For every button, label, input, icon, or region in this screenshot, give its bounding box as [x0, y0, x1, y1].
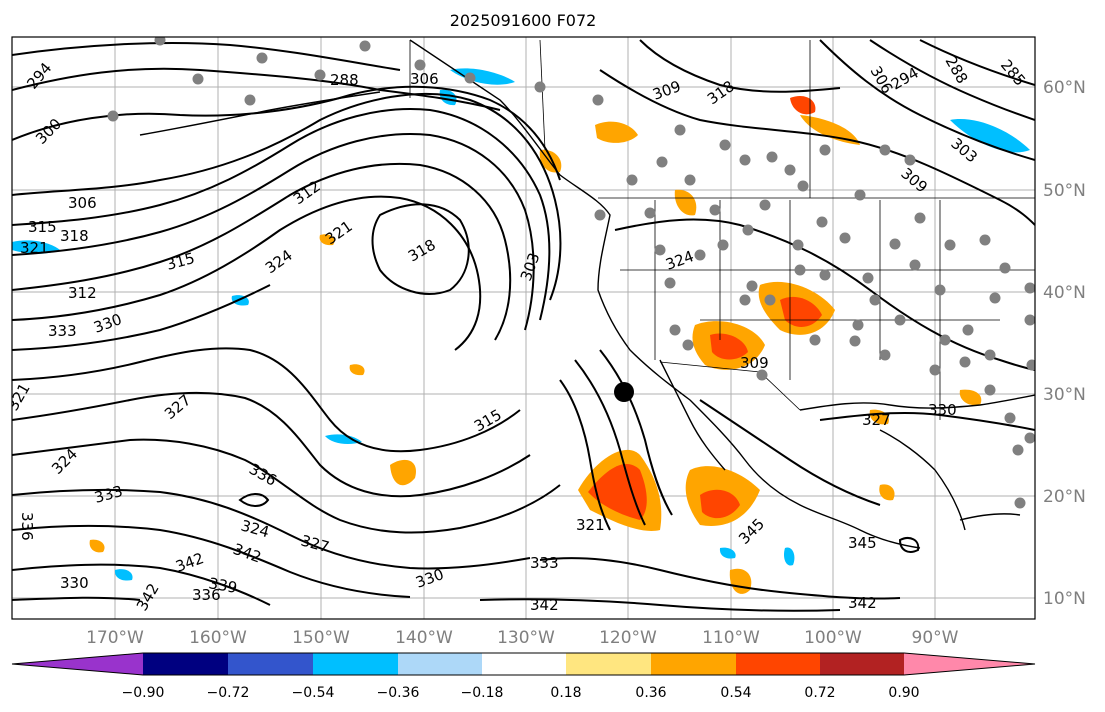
contour-label: 327	[862, 411, 891, 429]
station-dots	[107, 37, 1035, 509]
colorbar-tick-label: −0.54	[292, 685, 335, 701]
lat-tick-label: 30°N	[1043, 385, 1086, 405]
colorbar-tick-label: 0.18	[550, 685, 581, 701]
contour-label: 339	[207, 574, 238, 597]
contour-label: 330	[928, 401, 957, 419]
political-borders	[409, 39, 1035, 420]
lon-tick-label: 150°W	[292, 628, 350, 648]
lon-tick-label: 90°W	[912, 628, 959, 648]
contour-label: 336	[192, 586, 221, 604]
latitude-axis: 60°N 50°N 40°N 30°N 20°N 10°N	[1043, 78, 1086, 609]
contour-label: 288	[330, 71, 359, 89]
contour-label: 321	[576, 516, 605, 534]
contour-label: 336	[18, 512, 36, 541]
lon-tick-label: 140°W	[395, 628, 453, 648]
colorbar-tick-label: 0.36	[635, 685, 666, 701]
colorbar-extend-high	[904, 653, 1035, 675]
colorbar-tick-label: 0.54	[720, 685, 751, 701]
lon-tick-label: 100°W	[804, 628, 862, 648]
colorbar-tick-label: −0.72	[207, 685, 250, 701]
map-frame	[11, 36, 1036, 620]
colorbar-swatch	[228, 653, 313, 675]
contour-label: 333	[530, 554, 559, 572]
contour-label: 321	[20, 239, 49, 257]
contour-label: 333	[48, 322, 77, 340]
colorbar-swatch	[651, 653, 736, 675]
colorbar-tick-label: 0.72	[804, 685, 835, 701]
location-marker	[614, 382, 634, 402]
colorbar-swatch	[313, 653, 398, 675]
lat-tick-label: 40°N	[1043, 283, 1086, 303]
lat-tick-label: 50°N	[1043, 181, 1086, 201]
contour-label: 342	[848, 594, 877, 612]
colorbar-swatch	[566, 653, 651, 675]
colorbar-tick-label: −0.90	[122, 685, 165, 701]
colorbar-tick-label: −0.36	[377, 685, 420, 701]
lat-tick-label: 20°N	[1043, 487, 1086, 507]
colorbar-tick-label: −0.18	[461, 685, 504, 701]
colorbar-swatch	[398, 653, 482, 675]
colorbar-swatch	[143, 653, 228, 675]
contour-label: 306	[68, 194, 97, 212]
contour-label: 318	[60, 227, 89, 245]
lat-tick-label: 10°N	[1043, 589, 1086, 609]
lon-tick-label: 120°W	[599, 628, 657, 648]
lon-tick-label: 170°W	[86, 628, 144, 648]
colorbar-extend-low	[12, 653, 143, 675]
colorbar-swatch	[482, 653, 566, 675]
colorbar-tick-label: 0.90	[888, 685, 919, 701]
lon-tick-label: 110°W	[702, 628, 760, 648]
lon-tick-label: 160°W	[189, 628, 247, 648]
contour-label: 345	[848, 534, 877, 552]
shaded-fields	[12, 68, 1030, 594]
colorbar-swatch	[736, 653, 820, 675]
contour-label: 312	[68, 284, 97, 302]
map-background	[12, 37, 1035, 619]
colorbar-outline	[11, 652, 1036, 676]
contour-label: 315	[28, 218, 57, 236]
contour-label: 342	[530, 596, 559, 614]
contour-label: 309	[740, 354, 769, 372]
contour-lines	[12, 39, 1035, 612]
map-panel: 294 300 306 315 318 321 315 312 333 330 …	[11, 36, 1036, 620]
map-title: 2025091600 F072	[450, 11, 597, 30]
longitude-axis: 170°W 160°W 150°W 140°W 130°W 120°W 110°…	[86, 628, 959, 648]
lon-tick-label: 130°W	[497, 628, 555, 648]
contour-label: 306	[410, 70, 439, 88]
colorbar-swatch	[820, 653, 904, 675]
contour-label: 330	[60, 574, 89, 592]
colorbar: −0.90 −0.72 −0.54 −0.36 −0.18 0.18 0.36 …	[11, 652, 1036, 701]
lat-tick-label: 60°N	[1043, 78, 1086, 98]
